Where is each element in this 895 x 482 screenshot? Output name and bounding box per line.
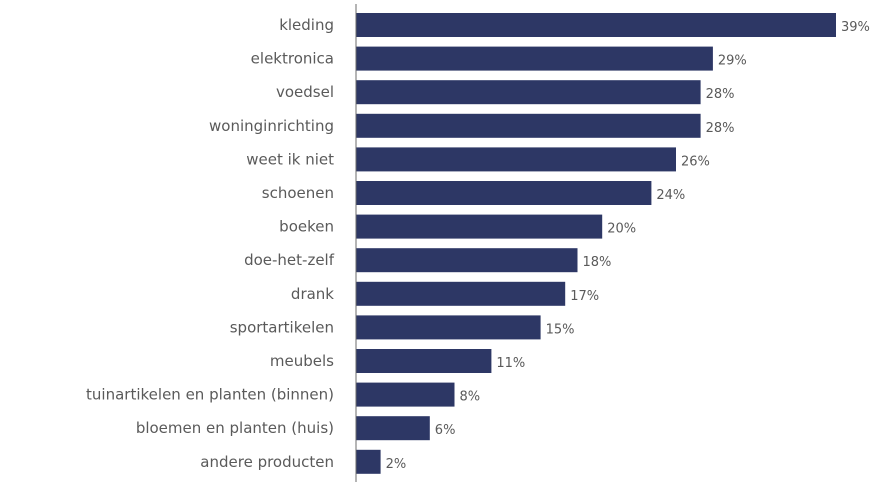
value-label: 6% <box>435 423 456 438</box>
bar-0 <box>356 13 836 37</box>
category-label: weet ik niet <box>246 150 334 168</box>
category-label: sportartikelen <box>230 318 334 336</box>
bar-9 <box>356 315 541 340</box>
value-label: 29% <box>718 54 747 69</box>
value-label: 11% <box>496 356 525 371</box>
bar-1 <box>356 46 713 71</box>
value-label: 17% <box>570 289 599 304</box>
bar-13 <box>356 449 381 474</box>
category-label: meubels <box>270 352 334 370</box>
bar-2 <box>356 80 701 105</box>
bar-10 <box>356 349 492 373</box>
category-label: elektronica <box>251 50 334 68</box>
value-label: 18% <box>583 255 612 270</box>
bar-12 <box>356 416 430 441</box>
category-label: andere producten <box>200 453 334 471</box>
category-label: kleding <box>279 16 334 34</box>
value-label: 15% <box>546 322 575 337</box>
category-label: tuinartikelen en planten (binnen) <box>86 386 334 404</box>
bar-5 <box>356 181 652 205</box>
category-label: doe-het-zelf <box>244 251 335 269</box>
value-label: 39% <box>841 20 870 35</box>
category-label: woninginrichting <box>209 117 334 135</box>
value-label: 20% <box>607 222 636 237</box>
bar-6 <box>356 214 603 239</box>
bar-3 <box>356 113 701 138</box>
category-label: schoenen <box>262 184 334 202</box>
value-label: 26% <box>681 154 710 169</box>
value-label: 2% <box>386 457 407 472</box>
category-label: bloemen en planten (huis) <box>136 419 334 437</box>
category-label: voedsel <box>276 83 334 101</box>
value-label: 24% <box>656 188 685 203</box>
value-label: 28% <box>706 121 735 136</box>
bar-4 <box>356 147 676 172</box>
category-labels: kleding elektronica voedsel woninginrichtin… <box>86 16 335 471</box>
bar-8 <box>356 281 566 306</box>
bar-11 <box>356 382 455 407</box>
value-label: 28% <box>706 87 735 102</box>
category-label: drank <box>291 285 334 303</box>
bars-group <box>356 13 836 474</box>
bar-7 <box>356 248 578 273</box>
category-label: boeken <box>279 218 334 236</box>
value-label: 8% <box>460 390 481 405</box>
value-labels: 39% 29% 28% 28% 26% 24% 20% 18% 17% 15% 11% 8% 6% 2% <box>386 20 870 472</box>
